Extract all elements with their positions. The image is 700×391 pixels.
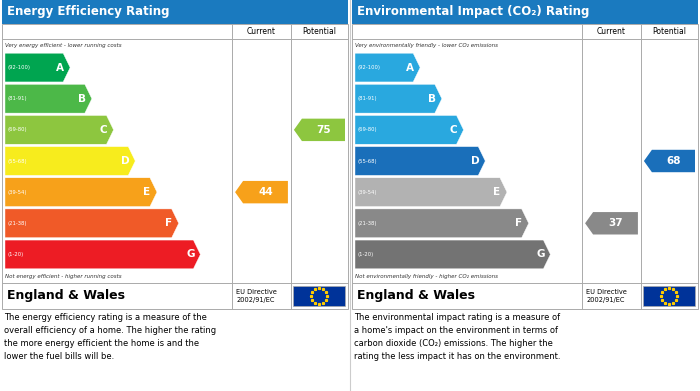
Text: The environmental impact rating is a measure of
a home's impact on the environme: The environmental impact rating is a mea… bbox=[354, 313, 561, 361]
Text: C: C bbox=[99, 125, 107, 135]
Text: Very environmentally friendly - lower CO₂ emissions: Very environmentally friendly - lower CO… bbox=[355, 43, 498, 48]
Text: B: B bbox=[428, 94, 436, 104]
Polygon shape bbox=[5, 53, 70, 82]
Text: 75: 75 bbox=[316, 125, 331, 135]
Text: Not energy efficient - higher running costs: Not energy efficient - higher running co… bbox=[5, 274, 122, 279]
Polygon shape bbox=[5, 147, 135, 176]
Text: (55-68): (55-68) bbox=[8, 158, 27, 163]
Polygon shape bbox=[355, 84, 442, 113]
Text: A: A bbox=[406, 63, 414, 73]
Text: (92-100): (92-100) bbox=[8, 65, 31, 70]
Polygon shape bbox=[294, 118, 345, 141]
Text: (92-100): (92-100) bbox=[358, 65, 381, 70]
Polygon shape bbox=[5, 240, 200, 269]
Text: (21-38): (21-38) bbox=[8, 221, 27, 226]
Text: (81-91): (81-91) bbox=[8, 96, 27, 101]
Polygon shape bbox=[355, 115, 463, 144]
Text: England & Wales: England & Wales bbox=[7, 289, 125, 303]
Polygon shape bbox=[355, 209, 528, 238]
Text: (1-20): (1-20) bbox=[8, 252, 25, 257]
Text: 68: 68 bbox=[666, 156, 680, 166]
Polygon shape bbox=[235, 181, 288, 203]
Text: Potential: Potential bbox=[652, 27, 687, 36]
Polygon shape bbox=[585, 212, 638, 235]
Text: 44: 44 bbox=[258, 187, 273, 197]
Text: Current: Current bbox=[597, 27, 626, 36]
Text: G: G bbox=[536, 249, 545, 260]
Text: (81-91): (81-91) bbox=[358, 96, 377, 101]
Text: F: F bbox=[515, 218, 522, 228]
Text: C: C bbox=[449, 125, 457, 135]
Text: EU Directive
2002/91/EC: EU Directive 2002/91/EC bbox=[586, 289, 627, 303]
Text: Very energy efficient - lower running costs: Very energy efficient - lower running co… bbox=[5, 43, 122, 48]
Text: Energy Efficiency Rating: Energy Efficiency Rating bbox=[7, 5, 169, 18]
Text: England & Wales: England & Wales bbox=[357, 289, 475, 303]
Polygon shape bbox=[355, 178, 507, 206]
Text: Not environmentally friendly - higher CO₂ emissions: Not environmentally friendly - higher CO… bbox=[355, 274, 498, 279]
Text: E: E bbox=[144, 187, 150, 197]
Text: (39-54): (39-54) bbox=[8, 190, 27, 195]
Text: D: D bbox=[121, 156, 130, 166]
Text: A: A bbox=[56, 63, 64, 73]
Polygon shape bbox=[5, 115, 113, 144]
Text: Potential: Potential bbox=[302, 27, 337, 36]
Bar bbox=[643, 286, 695, 306]
Text: Environmental Impact (CO₂) Rating: Environmental Impact (CO₂) Rating bbox=[357, 5, 589, 18]
Text: (55-68): (55-68) bbox=[358, 158, 377, 163]
Text: (69-80): (69-80) bbox=[8, 127, 27, 133]
Polygon shape bbox=[644, 150, 695, 172]
Text: B: B bbox=[78, 94, 86, 104]
Bar bbox=[352, 24, 698, 309]
Text: (39-54): (39-54) bbox=[358, 190, 377, 195]
Bar bbox=[352, 0, 698, 24]
Text: 37: 37 bbox=[608, 218, 623, 228]
Polygon shape bbox=[5, 84, 92, 113]
Bar bbox=[2, 24, 348, 309]
Text: D: D bbox=[471, 156, 480, 166]
Text: (21-38): (21-38) bbox=[358, 221, 377, 226]
Polygon shape bbox=[5, 209, 178, 238]
Text: E: E bbox=[494, 187, 500, 197]
Polygon shape bbox=[355, 147, 485, 176]
Text: G: G bbox=[186, 249, 195, 260]
Text: Current: Current bbox=[247, 27, 276, 36]
Text: (1-20): (1-20) bbox=[358, 252, 374, 257]
Text: F: F bbox=[165, 218, 172, 228]
Bar bbox=[293, 286, 345, 306]
Polygon shape bbox=[355, 240, 550, 269]
Polygon shape bbox=[355, 53, 420, 82]
Text: The energy efficiency rating is a measure of the
overall efficiency of a home. T: The energy efficiency rating is a measur… bbox=[4, 313, 216, 361]
Text: EU Directive
2002/91/EC: EU Directive 2002/91/EC bbox=[236, 289, 277, 303]
Polygon shape bbox=[5, 178, 157, 206]
Text: (69-80): (69-80) bbox=[358, 127, 377, 133]
Bar bbox=[2, 0, 348, 24]
